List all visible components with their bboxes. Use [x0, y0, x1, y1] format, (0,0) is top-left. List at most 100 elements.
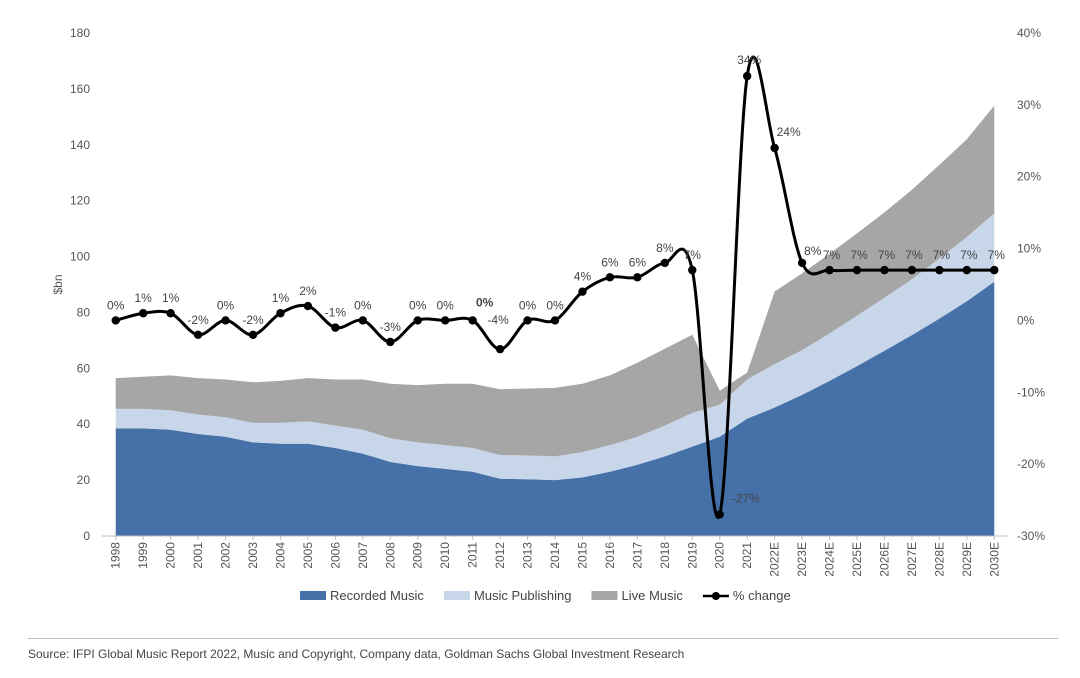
- x-tick-label: 2018: [658, 542, 672, 569]
- y2-tick-label: 10%: [1017, 242, 1041, 256]
- footer-divider: [28, 638, 1058, 639]
- x-tick-label: 2020: [713, 542, 727, 569]
- pct-change-point: [440, 316, 450, 325]
- y-tick-label: 40: [77, 417, 91, 431]
- x-tick-label: 2010: [438, 542, 452, 569]
- y-tick-label: 120: [70, 194, 90, 208]
- pct-change-label: 0%: [546, 298, 564, 312]
- pct-change-label: 7%: [905, 248, 923, 262]
- legend-line-marker: [711, 592, 720, 600]
- pct-change-label: -27%: [732, 491, 760, 505]
- x-tick-label: 2006: [328, 542, 342, 569]
- y2-tick-label: 30%: [1017, 98, 1041, 112]
- pct-change-label: 6%: [601, 255, 619, 269]
- y2-tick-label: 0%: [1017, 313, 1035, 327]
- pct-change-point: [386, 337, 395, 347]
- x-tick-label: 2015: [575, 542, 589, 569]
- pct-change-label: 6%: [629, 255, 647, 269]
- x-tick-label: 2021: [740, 542, 754, 569]
- legend: Recorded Music Music Publishing Live Music…: [300, 588, 791, 603]
- legend-swatch: [300, 591, 326, 600]
- x-tick-label: 2019: [685, 542, 699, 569]
- pct-change-point: [276, 309, 285, 318]
- pct-change-label: 8%: [656, 241, 674, 255]
- pct-change-point: [962, 265, 972, 275]
- pct-change-label: 2%: [299, 284, 317, 298]
- pct-change-point: [688, 265, 697, 275]
- legend-swatch: [591, 591, 618, 600]
- pct-change-point: [935, 265, 944, 275]
- pct-change-label: 7%: [878, 248, 896, 262]
- pct-change-label: 7%: [850, 248, 868, 262]
- y-tick-label: 180: [70, 26, 90, 40]
- x-tick-label: 2011: [466, 542, 480, 568]
- pct-change-label: 7%: [823, 248, 841, 262]
- pct-change-point: [578, 287, 587, 296]
- pct-change-label: 34%: [737, 53, 761, 67]
- pct-change-label: 7%: [960, 248, 978, 262]
- pct-change-point: [221, 316, 230, 325]
- legend-swatch: [443, 591, 470, 600]
- x-tick-label: 2027E: [905, 542, 919, 577]
- pct-change-label: 8%: [804, 244, 822, 258]
- pct-change-point: [193, 330, 203, 339]
- pct-change-point: [660, 258, 670, 268]
- area-recorded-music: [115, 281, 995, 536]
- pct-change-label: 7%: [933, 248, 951, 262]
- x-tick-label: 2009: [411, 542, 425, 569]
- pct-change-point: [138, 309, 148, 318]
- pct-change-point: [797, 258, 807, 268]
- pct-change-point: [303, 301, 313, 311]
- pct-change-label: 1%: [162, 291, 180, 305]
- pct-change-point: [111, 316, 120, 325]
- legend-label: % change: [733, 588, 791, 603]
- y2-tick-label: -30%: [1017, 529, 1045, 543]
- y-tick-label: 160: [70, 82, 90, 96]
- x-tick-label: 2007: [356, 542, 370, 569]
- x-tick-label: 2000: [164, 542, 178, 569]
- x-tick-label: 2029E: [960, 542, 974, 577]
- pct-change-point: [166, 309, 175, 318]
- x-tick-label: 2017: [630, 542, 644, 569]
- pct-change-label: -3%: [380, 320, 402, 334]
- pct-change-point: [331, 323, 340, 332]
- legend-label: Recorded Music: [330, 588, 424, 603]
- y2-tick-label: -10%: [1017, 385, 1045, 399]
- pct-change-point: [825, 265, 834, 275]
- pct-change-label: -4%: [487, 313, 509, 327]
- pct-change-label: 1%: [272, 291, 290, 305]
- pct-change-label: 0%: [519, 298, 537, 312]
- x-tick-label: 2016: [603, 542, 617, 569]
- y-tick-label: 100: [70, 250, 90, 264]
- x-tick-label: 2030E: [987, 542, 1001, 577]
- x-tick-label: 2002: [219, 542, 233, 569]
- x-tick-label: 2026E: [877, 542, 891, 577]
- pct-change-point: [468, 316, 477, 325]
- pct-change-label: 0%: [476, 295, 494, 309]
- pct-change-label: 0%: [409, 298, 427, 312]
- pct-change-point: [495, 344, 505, 354]
- pct-change-label: 7%: [988, 248, 1006, 262]
- pct-change-point: [907, 265, 917, 275]
- pct-change-label: 0%: [217, 298, 235, 312]
- pct-change-point: [990, 265, 999, 275]
- y-tick-label: 140: [70, 138, 90, 152]
- source-note: Source: IFPI Global Music Report 2022, M…: [28, 647, 685, 661]
- legend-label: Live Music: [621, 588, 683, 603]
- pct-change-label: 1%: [135, 291, 153, 305]
- pct-change-label: 0%: [437, 298, 455, 312]
- pct-change-point: [633, 273, 642, 282]
- pct-change-point: [550, 316, 560, 325]
- x-tick-label: 2001: [191, 542, 205, 569]
- y-tick-label: 80: [77, 305, 91, 319]
- x-tick-label: 2024E: [823, 542, 837, 577]
- area-music-publishing: [115, 213, 995, 481]
- y-tick-label: 0: [83, 529, 90, 543]
- pct-change-label: 0%: [107, 298, 125, 312]
- y-tick-label: 20: [77, 473, 91, 487]
- x-tick-label: 2022E: [768, 542, 782, 577]
- pct-change-label: 7%: [684, 248, 702, 262]
- legend-label: Music Publishing: [474, 588, 572, 603]
- y2-tick-label: 40%: [1017, 26, 1041, 40]
